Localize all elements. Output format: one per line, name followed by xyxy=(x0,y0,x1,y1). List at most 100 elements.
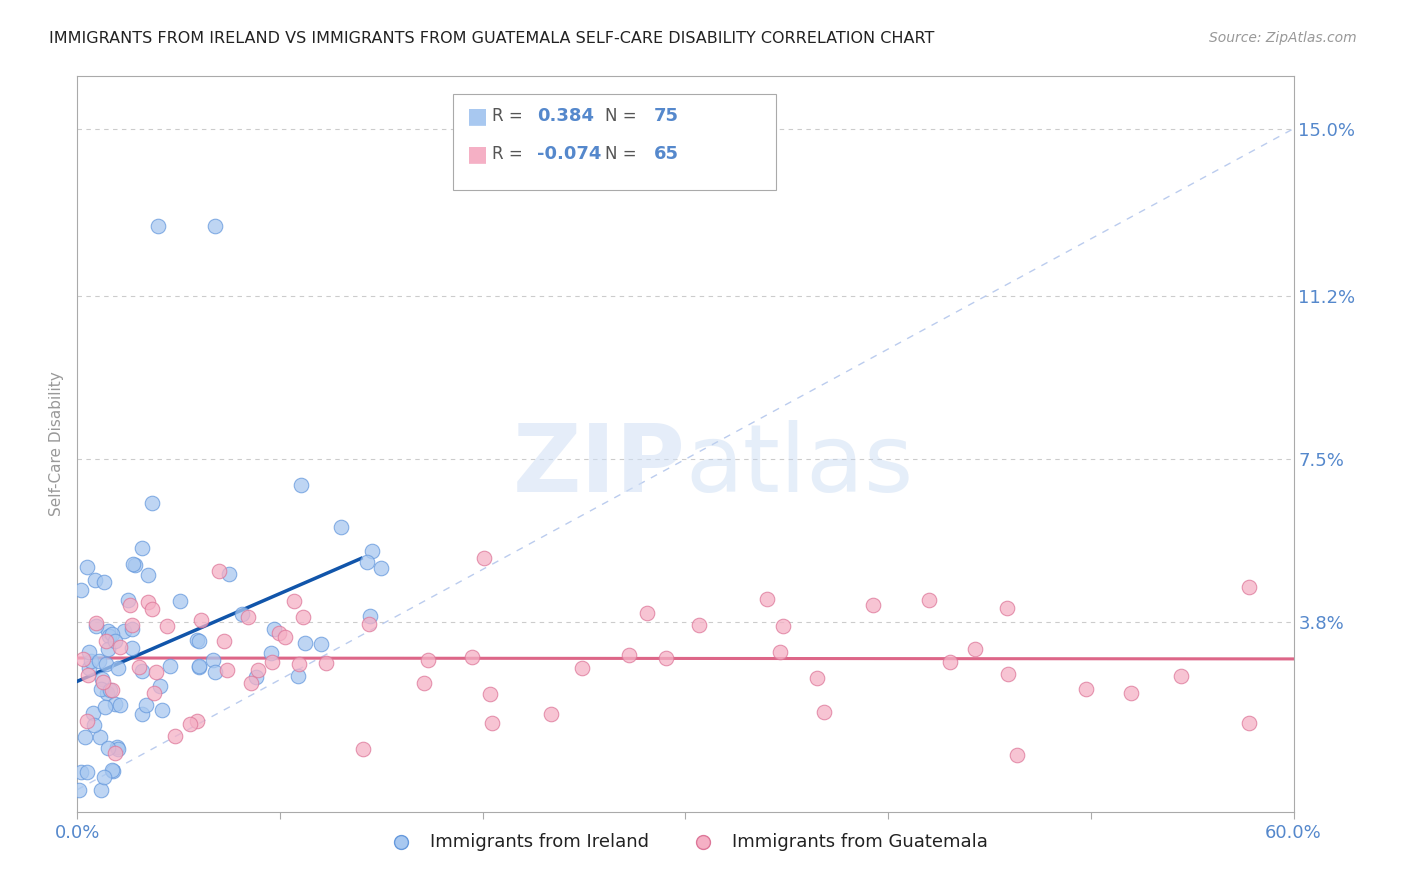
Point xyxy=(97,624,120,639)
Point xyxy=(190,613,212,627)
Point xyxy=(131,707,153,722)
Point xyxy=(79,660,101,674)
Point xyxy=(1237,715,1260,730)
Point xyxy=(83,573,105,587)
Point xyxy=(619,648,641,662)
Point xyxy=(76,764,98,779)
Point xyxy=(131,541,153,555)
Point xyxy=(96,686,118,700)
Point xyxy=(135,698,157,712)
Point xyxy=(188,634,211,648)
Point xyxy=(98,628,121,642)
Point xyxy=(260,655,283,669)
Point xyxy=(143,686,166,700)
Point xyxy=(97,642,120,657)
Point xyxy=(204,665,226,679)
Text: ■: ■ xyxy=(467,145,488,164)
Point xyxy=(79,654,101,668)
Text: ZIP: ZIP xyxy=(513,420,686,512)
Point xyxy=(107,661,129,675)
Point xyxy=(187,658,209,673)
Point xyxy=(82,706,104,720)
Point xyxy=(90,681,112,696)
Text: R =: R = xyxy=(492,107,523,125)
Point xyxy=(67,782,90,797)
Point xyxy=(141,496,163,510)
Point xyxy=(122,557,145,571)
Point xyxy=(461,649,484,664)
Point xyxy=(69,582,91,597)
Point xyxy=(72,652,94,666)
Text: R =: R = xyxy=(492,145,523,163)
Point xyxy=(98,682,121,697)
Point xyxy=(90,782,112,797)
Point xyxy=(309,637,332,651)
Point xyxy=(101,683,124,698)
Point xyxy=(359,609,381,624)
Point xyxy=(70,764,93,779)
Point xyxy=(104,634,127,648)
Point xyxy=(370,561,392,575)
Text: -0.074: -0.074 xyxy=(537,145,602,163)
Point xyxy=(655,651,678,665)
Point xyxy=(995,601,1018,615)
Point xyxy=(571,661,593,675)
Point xyxy=(188,659,211,673)
Point xyxy=(472,551,495,566)
Point xyxy=(83,718,105,732)
Point xyxy=(77,645,100,659)
Point xyxy=(124,558,146,573)
Point xyxy=(90,673,112,687)
Point xyxy=(156,619,179,633)
Point xyxy=(481,715,503,730)
Point xyxy=(94,700,117,714)
Point xyxy=(263,622,285,636)
Point xyxy=(152,703,174,717)
Point xyxy=(149,680,172,694)
Text: ■: ■ xyxy=(467,106,488,126)
Point xyxy=(136,568,159,582)
Point xyxy=(274,630,297,644)
Point xyxy=(330,520,353,534)
Point xyxy=(260,646,283,660)
Point xyxy=(104,746,127,760)
Point xyxy=(93,770,115,784)
Point xyxy=(145,665,167,679)
Point xyxy=(73,730,96,744)
Point xyxy=(939,655,962,669)
Point xyxy=(247,663,270,677)
Point xyxy=(131,664,153,678)
Point xyxy=(101,763,124,777)
Point xyxy=(121,623,143,637)
Point xyxy=(813,705,835,719)
Point xyxy=(186,633,208,648)
Point xyxy=(91,675,114,690)
Point xyxy=(76,668,98,682)
Point xyxy=(89,654,111,668)
Point xyxy=(361,544,384,558)
Point xyxy=(315,656,337,670)
Text: 0.384: 0.384 xyxy=(537,107,595,125)
Point xyxy=(918,593,941,607)
Point xyxy=(94,657,117,671)
Point xyxy=(110,698,132,713)
Point xyxy=(1237,580,1260,594)
Point xyxy=(186,714,208,728)
Point xyxy=(1170,669,1192,683)
Point xyxy=(636,606,658,620)
Point xyxy=(217,664,239,678)
Point xyxy=(94,633,117,648)
Point xyxy=(292,609,315,624)
Point xyxy=(356,555,378,569)
Point xyxy=(118,598,141,612)
Point xyxy=(159,659,181,673)
Point xyxy=(76,714,98,729)
Point xyxy=(283,594,305,608)
Point xyxy=(112,624,135,639)
Point xyxy=(105,739,128,754)
Point xyxy=(204,219,226,233)
Point xyxy=(201,653,224,667)
Point xyxy=(86,618,108,632)
Point xyxy=(97,741,120,756)
Point xyxy=(352,742,374,756)
